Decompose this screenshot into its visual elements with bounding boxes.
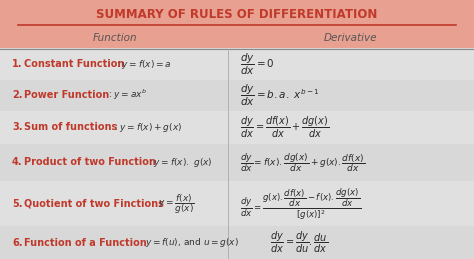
Text: Sum of functions: Sum of functions — [24, 122, 117, 132]
Bar — [0, 49, 474, 80]
Text: $\dfrac{dy}{dx} = f(x).\dfrac{dg(x)}{dx} + g(x).\dfrac{df(x)}{dx}$: $\dfrac{dy}{dx} = f(x).\dfrac{dg(x)}{dx}… — [240, 151, 365, 174]
Text: Constant Function: Constant Function — [24, 59, 124, 69]
Text: $\dfrac{dy}{dx} = b.a.\ x^{b-1}$: $\dfrac{dy}{dx} = b.a.\ x^{b-1}$ — [240, 83, 320, 108]
Text: Function of a Function: Function of a Function — [24, 238, 147, 248]
Text: Power Function: Power Function — [24, 90, 109, 100]
Text: Product of two Function: Product of two Function — [24, 157, 156, 167]
Text: $\dfrac{dy}{dx} = \dfrac{dy}{du}.\dfrac{du}{dx}$: $\dfrac{dy}{dx} = \dfrac{dy}{du}.\dfrac{… — [270, 230, 328, 255]
Text: 1.: 1. — [12, 59, 22, 69]
Bar — [0, 0, 474, 28]
Text: Derivative: Derivative — [323, 33, 377, 43]
Bar — [0, 111, 474, 144]
Text: 3.: 3. — [12, 122, 22, 132]
Bar — [0, 80, 474, 111]
Bar — [0, 28, 474, 48]
Text: : $y = f(x) + g(x)$: : $y = f(x) + g(x)$ — [114, 121, 182, 134]
Text: $\dfrac{dy}{dx} = 0$: $\dfrac{dy}{dx} = 0$ — [240, 52, 274, 77]
Text: 2.: 2. — [12, 90, 22, 100]
Bar — [0, 144, 474, 181]
Text: $\dfrac{dy}{dx} = \dfrac{df(x)}{dx} + \dfrac{dg(x)}{dx}$: $\dfrac{dy}{dx} = \dfrac{df(x)}{dx} + \d… — [240, 115, 329, 140]
Text: 6.: 6. — [12, 238, 22, 248]
Text: 5.: 5. — [12, 199, 22, 209]
Text: SUMMARY OF RULES OF DIFFERENTIATION: SUMMARY OF RULES OF DIFFERENTIATION — [96, 8, 378, 20]
Text: : $y = f(x) = a$: : $y = f(x) = a$ — [116, 58, 172, 71]
Text: 4.: 4. — [12, 157, 22, 167]
Text: Quotient of two Finctions: Quotient of two Finctions — [24, 199, 164, 209]
Bar — [0, 181, 474, 226]
Text: : $y = f(x).\ g(x)$: : $y = f(x).\ g(x)$ — [148, 156, 213, 169]
Text: $y = \dfrac{f(x)}{g(x)}$: $y = \dfrac{f(x)}{g(x)}$ — [158, 192, 195, 215]
Text: : $y = ax^{b}$: : $y = ax^{b}$ — [108, 88, 147, 102]
Text: $y = f(u)$, and $u = g(x)$: $y = f(u)$, and $u = g(x)$ — [145, 236, 239, 249]
Text: Function: Function — [93, 33, 137, 43]
Bar — [0, 226, 474, 259]
Text: $\dfrac{dy}{dx} = \dfrac{g(x).\dfrac{df(x)}{dx} - f(x).\dfrac{dg(x)}{dx}}{[g(x)]: $\dfrac{dy}{dx} = \dfrac{g(x).\dfrac{df(… — [240, 186, 361, 221]
